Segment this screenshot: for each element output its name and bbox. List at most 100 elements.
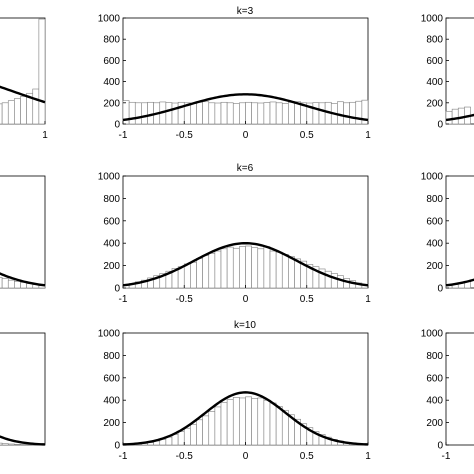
bar-group [0,277,46,289]
histogram-bar [312,102,320,125]
y-tick-label: 600 [426,373,443,384]
histogram-bar [337,275,344,289]
histogram-bar [0,277,3,289]
density-curve [0,272,46,287]
y-tick-label: 1000 [421,329,444,340]
histogram-bar [245,245,252,289]
y-axis: 0 200 400 600 800 1000 [421,14,449,131]
y-tick-label: 0 [437,120,443,131]
y-tick-label: 400 [426,77,443,88]
chart-title: k=10 [234,320,256,331]
histogram-bar [257,102,265,125]
histogram-bar [275,406,283,446]
y-tick-label: 0 [437,284,443,295]
histogram-bar [20,96,27,125]
histogram-bar [226,102,234,125]
histogram-bar [288,256,295,289]
density-curve [445,278,474,287]
y-axis: 0 200 400 600 800 1000 [421,329,449,452]
y-tick-label: 600 [103,56,120,67]
histogram-bar [232,247,240,289]
histogram-bar [263,246,271,289]
histogram-bar [183,427,191,446]
y-tick-label: 600 [103,216,120,227]
x-tick-label: -1 [442,451,451,462]
x-tick-label: 0.5 [300,451,314,462]
panel-row2-left [0,175,46,289]
histogram-bar [349,101,357,125]
histogram-bar [196,419,203,446]
y-tick-label: 200 [426,98,443,109]
histogram-bar [269,101,277,125]
histogram-bar [330,273,338,289]
histogram-bar [361,99,369,125]
x-tick-label: -0.5 [176,130,194,141]
histogram-bar [232,103,240,125]
histogram-bar [183,263,191,289]
panel-k10: k=10 0 200 400 600 800 1000 -1 -0.5 0 0.5 1 [98,320,371,462]
histogram-bar [275,102,283,125]
y-tick-label: 0 [437,441,443,452]
histogram-bar [239,102,246,125]
histogram-bar [281,254,289,289]
x-tick-label: 0.5 [300,294,314,305]
histogram-bar [38,18,46,125]
histogram-bar [245,101,252,125]
y-tick-label: 200 [426,418,443,429]
histogram-bar [20,282,27,289]
histogram-bar [288,101,295,125]
histogram-bar [208,411,216,446]
histogram-bar [214,406,222,446]
density-curve [0,85,46,104]
histogram-bar [275,251,283,289]
histogram-bar [239,397,246,446]
histogram-bar [165,102,173,125]
histogram-bar [14,444,21,446]
y-tick-label: 0 [114,284,120,295]
x-tick-label: 1 [42,130,48,141]
histogram-bar [14,280,21,289]
histogram-bar [451,108,459,125]
x-tick-label: -1 [119,294,128,305]
histogram-bar [263,102,271,125]
x-axis: -1 [442,442,451,462]
density-curve [122,93,369,122]
histogram-bar [257,248,265,289]
y-tick-label: 400 [103,239,120,250]
histogram-bar [226,246,234,289]
histogram-bar [269,402,277,446]
histogram-bar [177,431,185,446]
panel-row1-right: 0 200 400 600 800 1000 [421,14,474,131]
x-tick-label: -1 [119,130,128,141]
y-tick-label: 400 [426,239,443,250]
histogram-bar [196,101,203,125]
x-axis: -1 -0.5 0 0.5 1 [119,121,371,141]
y-tick-label: 200 [103,418,120,429]
histogram-bar [14,98,21,125]
histogram-bar [202,415,210,446]
y-tick-label: 1000 [421,172,444,183]
bar-group [122,396,369,446]
histogram-bar [190,261,197,289]
histogram-bar [141,102,148,125]
y-tick-label: 0 [114,441,120,452]
x-tick-label: -0.5 [176,451,194,462]
y-tick-label: 800 [103,194,120,205]
histogram-bar [263,399,271,446]
histogram-bar [0,442,3,446]
histogram-bar [128,101,136,125]
histogram-bar [208,102,216,125]
histogram-bar [171,434,179,446]
bar-group [122,245,369,289]
histogram-bar [7,443,15,446]
histogram-bar [226,399,234,446]
y-axis: 0 200 400 600 800 1000 [98,14,126,131]
histogram-bar [214,250,222,289]
histogram-bar [343,102,350,125]
histogram-bar [32,88,40,125]
chart-title: k=6 [237,163,254,174]
histogram-bar [202,255,210,289]
histogram-bar [214,102,222,125]
histogram-bar [232,397,240,446]
y-tick-label: 800 [426,351,443,362]
